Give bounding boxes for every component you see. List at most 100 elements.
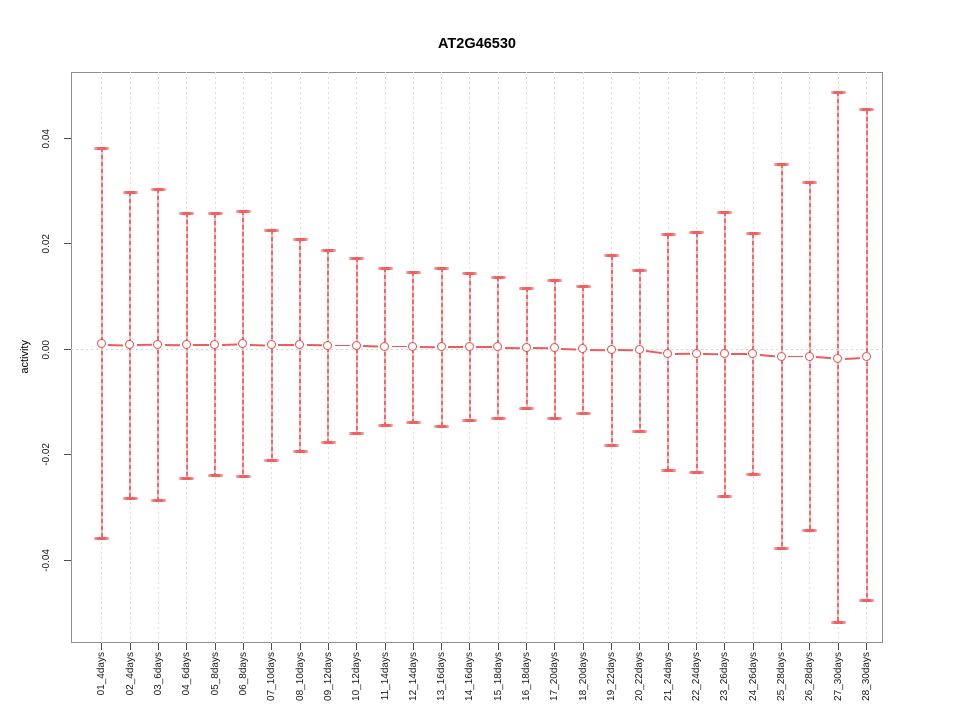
- error-bar-cap-lower: [292, 450, 308, 454]
- y-axis-tick: [64, 243, 71, 245]
- x-axis-tick: [781, 643, 783, 650]
- chart-title: AT2G46530: [438, 36, 516, 52]
- data-point-marker: [493, 342, 503, 352]
- point-connector-segment: [759, 353, 776, 357]
- error-bar-cap-upper: [292, 237, 308, 241]
- point-connector-segment: [788, 355, 804, 358]
- point-connector-segment: [306, 344, 322, 347]
- error-bar-cap-upper: [235, 209, 251, 213]
- point-connector-segment: [193, 344, 209, 346]
- x-axis-tick: [554, 643, 556, 650]
- error-bar-cap-upper: [745, 232, 761, 236]
- y-axis-label: activity: [19, 340, 31, 374]
- y-axis-tick: [64, 137, 71, 139]
- error-bar-cap-upper: [434, 266, 450, 270]
- error-bar-cap-lower: [575, 411, 591, 415]
- data-point-marker: [323, 340, 333, 350]
- data-point-marker: [634, 345, 644, 355]
- y-tick-label: 0.00: [40, 339, 52, 360]
- point-connector-segment: [448, 346, 464, 348]
- error-bar-cap-upper: [604, 254, 620, 258]
- x-tick-label: 03_6days: [152, 652, 164, 696]
- data-point-marker: [521, 342, 531, 352]
- error-bar-cap-upper: [150, 187, 166, 191]
- x-axis-tick: [809, 643, 811, 650]
- x-axis-tick: [639, 643, 641, 650]
- data-point-marker: [266, 340, 276, 350]
- error-bar-cap-upper: [264, 228, 280, 232]
- point-connector-segment: [136, 343, 152, 346]
- y-axis-tick: [64, 348, 71, 350]
- data-point-marker: [549, 343, 559, 353]
- error-bar-cap-upper: [179, 211, 195, 215]
- y-tick-label: 0.04: [40, 128, 52, 149]
- point-connector-segment: [419, 346, 436, 348]
- data-point-marker: [295, 340, 304, 350]
- x-tick-label: 13_16days: [436, 652, 448, 701]
- error-bar-cap-upper: [547, 278, 563, 282]
- data-point-marker: [691, 348, 701, 358]
- x-axis-tick: [157, 643, 159, 650]
- point-connector-segment: [108, 343, 124, 346]
- data-point-marker: [153, 339, 163, 349]
- error-bar-cap-lower: [830, 620, 846, 624]
- x-tick-label: 05_8days: [209, 652, 221, 696]
- error-bar-cap-lower: [689, 471, 705, 475]
- error-bar-cap-upper: [320, 248, 336, 252]
- error-bar-cap-lower: [519, 407, 535, 411]
- data-point-marker: [663, 349, 673, 359]
- zero-gridline: [71, 348, 883, 350]
- point-connector-segment: [816, 356, 832, 360]
- point-connector-segment: [504, 346, 521, 349]
- error-bar-cap-lower: [774, 546, 790, 550]
- point-connector-segment: [334, 344, 351, 347]
- x-tick-label: 21_24days: [662, 652, 674, 701]
- point-connector-segment: [164, 343, 181, 346]
- error-bar-cap-lower: [349, 431, 365, 435]
- data-point-marker: [380, 341, 389, 351]
- y-axis-tick: [64, 454, 71, 456]
- x-tick-label: 18_20days: [577, 652, 589, 701]
- data-point-marker: [96, 339, 106, 349]
- error-bar-cap-upper: [632, 268, 648, 272]
- x-tick-label: 12_14days: [407, 652, 419, 701]
- error-bar-cap-lower: [660, 469, 676, 473]
- data-point-marker: [804, 351, 814, 361]
- x-tick-label: 10_12days: [351, 652, 363, 701]
- x-axis-tick: [101, 643, 103, 650]
- x-axis-tick: [611, 643, 613, 650]
- data-point-marker: [181, 340, 191, 350]
- x-tick-label: 23_26days: [719, 652, 731, 701]
- x-tick-label: 19_22days: [606, 652, 618, 701]
- x-tick-label: 11_14days: [379, 652, 391, 701]
- data-point-marker: [125, 340, 135, 350]
- error-bar-cap-lower: [859, 599, 875, 603]
- x-axis-tick: [866, 643, 868, 650]
- error-bar-cap-upper: [207, 212, 223, 216]
- x-axis-tick: [667, 643, 669, 650]
- point-connector-segment: [674, 352, 691, 355]
- error-bar-cap-lower: [632, 429, 648, 433]
- error-bar-cap-lower: [377, 424, 393, 428]
- data-point-marker: [408, 341, 418, 351]
- x-tick-label: 02_4days: [124, 652, 136, 696]
- data-point-marker: [464, 342, 474, 352]
- error-bar-cap-lower: [490, 416, 506, 420]
- x-axis-tick: [299, 643, 301, 650]
- x-axis-tick: [469, 643, 471, 650]
- data-point-marker: [719, 349, 729, 359]
- error-bar-cap-upper: [802, 180, 818, 184]
- error-bar-cap-lower: [122, 497, 138, 501]
- x-tick-label: 25_28days: [776, 652, 788, 701]
- x-tick-label: 08_10days: [294, 652, 306, 701]
- x-tick-label: 28_30days: [861, 652, 873, 701]
- point-connector-segment: [249, 343, 266, 346]
- data-point-marker: [578, 344, 588, 354]
- x-axis-tick: [186, 643, 188, 650]
- data-point-marker: [833, 353, 843, 363]
- error-bar-cap-upper: [377, 266, 393, 270]
- error-bar-cap-upper: [689, 231, 705, 235]
- x-tick-label: 04_6days: [181, 652, 193, 696]
- error-bar-cap-upper: [122, 190, 138, 194]
